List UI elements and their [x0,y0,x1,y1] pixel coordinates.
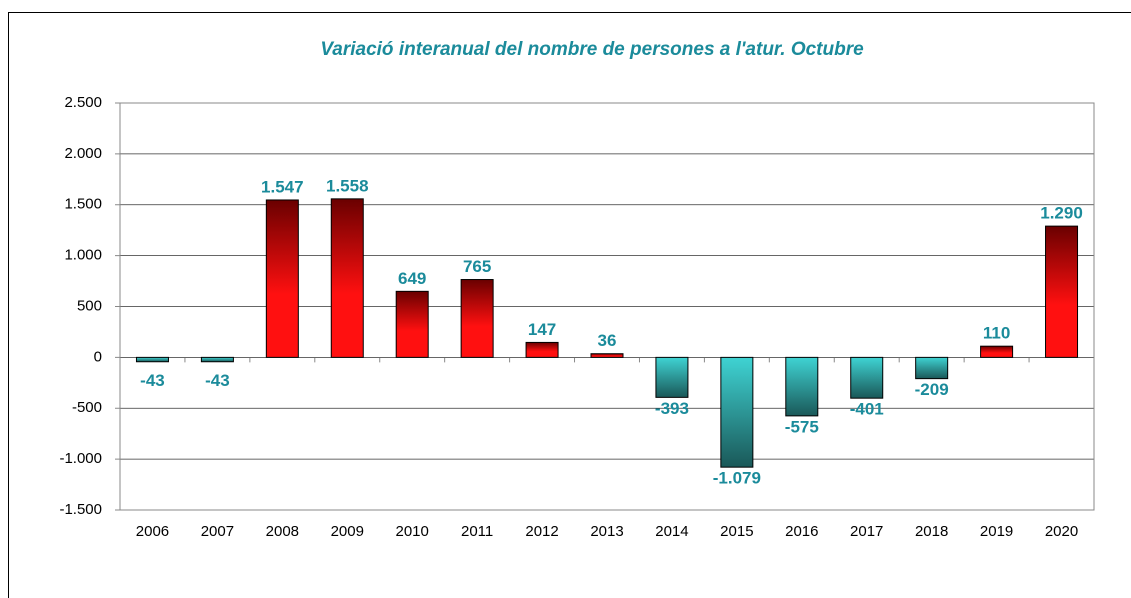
data-label: -1.079 [713,469,761,488]
bar [330,198,364,358]
y-tick-label: 2.500 [64,94,102,111]
y-tick-label: -500 [72,399,102,416]
bar [395,290,429,358]
data-label: -43 [140,371,165,390]
data-label: 147 [528,320,556,339]
x-tick-label: 2009 [331,523,364,540]
x-tick-label: 2007 [201,523,234,540]
bar [460,279,494,358]
y-tick-label: -1.500 [59,501,102,518]
data-label: -401 [850,400,884,419]
bar [525,341,559,358]
marks: -43 -43 1.547 1.558 649 765 147 36 -393 -1.079 -57… [135,176,1083,488]
x-tick-label: 2010 [396,523,429,540]
y-tick-label: 1.000 [64,247,102,264]
plot-area [119,102,1095,511]
y-tick-label: -1.000 [59,450,102,467]
data-label: -393 [655,399,689,418]
frame [8,12,1131,598]
bar [720,356,754,468]
bar [915,356,949,380]
x-tick-label: 2017 [850,523,883,540]
y-tick-label: 500 [77,297,102,314]
y-tick-label: 1.500 [64,196,102,213]
y-tick-label: 0 [94,348,102,365]
bar [265,199,299,358]
x-tick-label: 2014 [655,523,688,540]
data-label: -209 [915,380,949,399]
y-tick-label: 2.000 [64,145,102,162]
x-tick-label: 2020 [1045,523,1078,540]
data-label: -43 [205,371,230,390]
x-tick-label: 2016 [785,523,818,540]
x-tick-label: 2015 [720,523,753,540]
bar [135,356,169,363]
data-label: 765 [463,257,491,276]
x-tick-label: 2018 [915,523,948,540]
data-label: 36 [598,331,617,350]
x-tick-label: 2006 [136,523,169,540]
data-label: 1.558 [326,176,369,195]
bar [200,356,234,363]
data-label: -575 [785,417,819,436]
bar [655,356,689,398]
data-label: 649 [398,269,426,288]
chart-title: Variació interanual del nombre de person… [320,39,864,60]
bar [590,353,624,358]
data-label: 1.290 [1040,204,1083,223]
grid [115,102,1095,511]
data-label: 1.547 [261,177,304,196]
x-tick-label: 2019 [980,523,1013,540]
x-tick-label: 2008 [266,523,299,540]
bar [850,356,884,399]
bar [980,345,1014,358]
x-tick-label: 2013 [590,523,623,540]
x-tick-label: 2011 [461,523,493,540]
data-label: 110 [983,324,1010,343]
x-tick-label: 2012 [525,523,558,540]
bar [1045,225,1079,358]
bar [785,356,819,417]
